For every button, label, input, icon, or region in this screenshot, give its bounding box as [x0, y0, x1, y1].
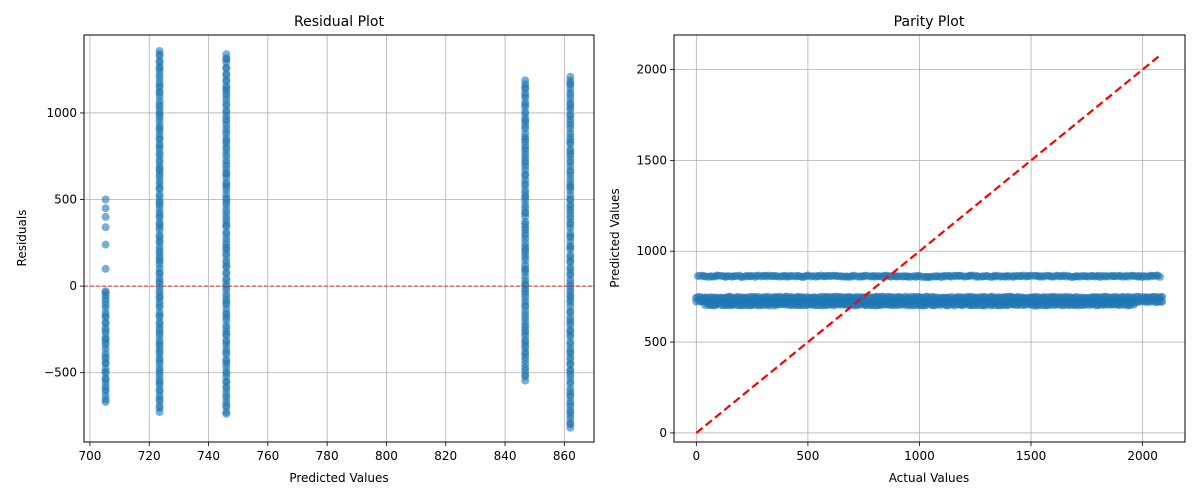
- data-point: [1156, 272, 1164, 281]
- parity-plot-title: Parity Plot: [894, 14, 965, 30]
- data-point: [101, 223, 110, 232]
- x-tick-label: 1500: [1016, 449, 1047, 463]
- residual-plot-title: Residual Plot: [294, 14, 384, 30]
- residual-plot-axes-frame: [83, 34, 595, 443]
- y-tick-label: 500: [54, 193, 77, 207]
- y-tick-label: 1000: [46, 106, 77, 120]
- parity-identity-line: [695, 54, 1162, 434]
- x-tick-label: 700: [78, 449, 101, 463]
- x-tick-label: 740: [197, 449, 220, 463]
- x-tick-label: 0: [692, 449, 700, 463]
- residual-plot-panel: Residual Plot 700 720 740 760 780 800 820 840 86…: [15, 14, 595, 485]
- data-point: [521, 76, 530, 85]
- y-tick-label: 2000: [636, 63, 667, 77]
- parity-plot-axes-frame: [673, 34, 1186, 443]
- data-point: [101, 204, 110, 213]
- y-tick-label: 0: [659, 426, 667, 440]
- parity-plot-ticks: 0 500 1000 1500 2000 0 500 1000 1500 2000: [636, 63, 1157, 463]
- data-point: [101, 264, 110, 273]
- residual-plot-xlabel: Predicted Values: [289, 471, 388, 485]
- data-point: [1158, 297, 1167, 306]
- parity-plot-panel: Parity Plot 0 500 1000 1500 2000 0 500 1000 1500…: [608, 14, 1186, 485]
- x-tick-label: 500: [796, 449, 819, 463]
- data-point: [222, 50, 231, 59]
- residual-plot-ticks: 700 720 740 760 780 800 820 840 860 −500 0 500 1000: [44, 106, 576, 463]
- parity-plot-grid: [674, 35, 1185, 442]
- residual-plot-ylabel: Residuals: [15, 210, 29, 267]
- data-point: [155, 47, 164, 55]
- x-tick-label: 2000: [1127, 449, 1158, 463]
- y-tick-label: 0: [69, 279, 77, 293]
- data-point: [101, 287, 110, 296]
- data-point: [101, 240, 110, 249]
- y-tick-label: 1000: [636, 244, 667, 258]
- x-tick-label: 820: [434, 449, 457, 463]
- parity-plot-xlabel: Actual Values: [889, 471, 970, 485]
- x-tick-label: 780: [316, 449, 339, 463]
- parity-plot-ylabel: Predicted Values: [608, 188, 622, 287]
- y-tick-label: −500: [44, 366, 77, 380]
- residual-plot-points: [101, 47, 575, 432]
- x-tick-label: 860: [553, 449, 576, 463]
- data-point: [566, 72, 575, 81]
- x-tick-label: 800: [375, 449, 398, 463]
- identity-reference-line: [695, 54, 1162, 434]
- y-tick-label: 500: [644, 335, 667, 349]
- x-tick-label: 840: [494, 449, 517, 463]
- data-point: [1130, 300, 1139, 309]
- x-tick-label: 1000: [904, 449, 935, 463]
- x-tick-label: 760: [256, 449, 279, 463]
- y-tick-label: 1500: [636, 153, 667, 167]
- x-tick-label: 720: [138, 449, 161, 463]
- data-point: [101, 212, 110, 221]
- parity-plot-points: [691, 271, 1167, 310]
- data-point: [101, 195, 110, 204]
